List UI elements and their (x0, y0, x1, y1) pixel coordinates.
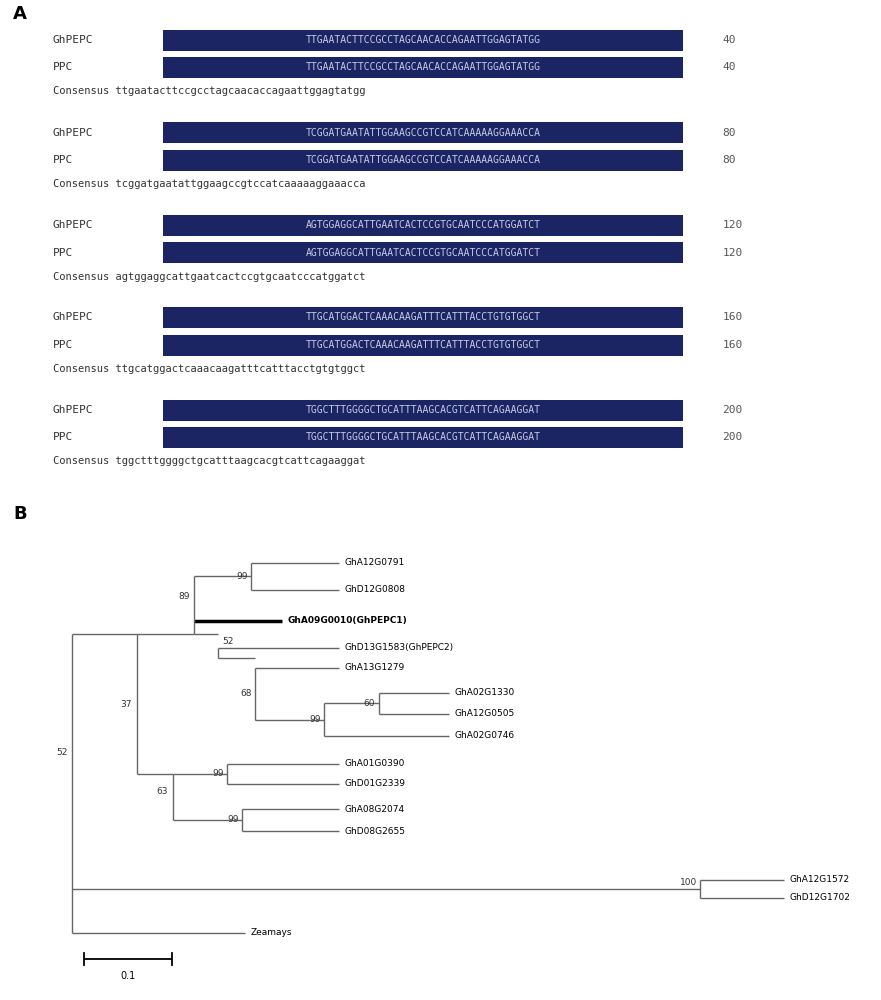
Text: Consensus agtggaggcattgaatcactccgtgcaatcccatggatct: Consensus agtggaggcattgaatcactccgtgcaatc… (53, 271, 366, 282)
Text: 52: 52 (222, 637, 233, 646)
Text: AGTGGAGGCATTGAATCACTCCGTGCAATCCCATGGATCT: AGTGGAGGCATTGAATCACTCCGTGCAATCCCATGGATCT (306, 247, 540, 257)
FancyBboxPatch shape (163, 242, 683, 263)
Text: GhA12G0505: GhA12G0505 (455, 709, 515, 718)
Text: 68: 68 (241, 689, 252, 698)
Text: 99: 99 (309, 715, 321, 724)
Text: GhD12G1702: GhD12G1702 (789, 893, 850, 902)
Text: 99: 99 (212, 770, 224, 778)
Text: TTGAATACTTCCGCCTAGCAACACCAGAATTGGAGTATGG: TTGAATACTTCCGCCTAGCAACACCAGAATTGGAGTATGG (306, 35, 540, 45)
Text: GhA09G0010(GhPEPC1): GhA09G0010(GhPEPC1) (287, 616, 407, 626)
Text: 89: 89 (179, 592, 190, 601)
FancyBboxPatch shape (163, 307, 683, 328)
Text: 99: 99 (236, 572, 248, 581)
FancyBboxPatch shape (163, 57, 683, 78)
Text: 99: 99 (227, 816, 239, 824)
Text: TGGCTTTGGGGCTGCATTTAAGCACGTCATTCAGAAGGAT: TGGCTTTGGGGCTGCATTTAAGCACGTCATTCAGAAGGAT (306, 432, 540, 442)
Text: 63: 63 (157, 788, 168, 796)
Text: PPC: PPC (53, 432, 73, 442)
Text: GhD08G2655: GhD08G2655 (344, 826, 405, 836)
Text: GhA12G0791: GhA12G0791 (344, 558, 404, 567)
FancyBboxPatch shape (163, 215, 683, 236)
FancyBboxPatch shape (163, 400, 683, 421)
Text: 80: 80 (722, 127, 736, 137)
Text: PPC: PPC (53, 340, 73, 350)
Text: PPC: PPC (53, 247, 73, 257)
Text: GhD13G1583(GhPEPC2): GhD13G1583(GhPEPC2) (344, 643, 454, 652)
Text: 0.1: 0.1 (120, 971, 136, 981)
Text: GhD01G2339: GhD01G2339 (344, 780, 405, 788)
Text: 200: 200 (722, 405, 743, 415)
FancyBboxPatch shape (163, 30, 683, 51)
Text: 80: 80 (722, 155, 736, 165)
Text: B: B (13, 505, 26, 523)
FancyBboxPatch shape (163, 427, 683, 448)
Text: Zeamays: Zeamays (250, 928, 292, 937)
Text: TCGGATGAATATTGGAAGCCGTCCATCAAAAAGGAAACCA: TCGGATGAATATTGGAAGCCGTCCATCAAAAAGGAAACCA (306, 155, 540, 165)
Text: 120: 120 (722, 220, 743, 230)
FancyBboxPatch shape (163, 335, 683, 356)
Text: 52: 52 (56, 748, 68, 757)
Text: TGGCTTTGGGGCTGCATTTAAGCACGTCATTCAGAAGGAT: TGGCTTTGGGGCTGCATTTAAGCACGTCATTCAGAAGGAT (306, 405, 540, 415)
Text: TTGCATGGACTCAAACAAGATTTCATTTACCTGTGTGGCT: TTGCATGGACTCAAACAAGATTTCATTTACCTGTGTGGCT (306, 340, 540, 350)
Text: GhA02G0746: GhA02G0746 (455, 732, 515, 740)
Text: PPC: PPC (53, 62, 73, 73)
Text: 40: 40 (722, 62, 736, 73)
Text: TTGAATACTTCCGCCTAGCAACACCAGAATTGGAGTATGG: TTGAATACTTCCGCCTAGCAACACCAGAATTGGAGTATGG (306, 62, 540, 73)
Text: Consensus tcggatgaatattggaagccgtccatcaaaaaggaaacca: Consensus tcggatgaatattggaagccgtccatcaaa… (53, 179, 366, 189)
Text: GhA08G2074: GhA08G2074 (344, 804, 404, 814)
Text: GhPEPC: GhPEPC (53, 127, 93, 137)
Text: TTGCATGGACTCAAACAAGATTTCATTTACCTGTGTGGCT: TTGCATGGACTCAAACAAGATTTCATTTACCTGTGTGGCT (306, 312, 540, 322)
Text: PPC: PPC (53, 155, 73, 165)
Text: GhPEPC: GhPEPC (53, 405, 93, 415)
Text: A: A (13, 5, 27, 23)
Text: AGTGGAGGCATTGAATCACTCCGTGCAATCCCATGGATCT: AGTGGAGGCATTGAATCACTCCGTGCAATCCCATGGATCT (306, 220, 540, 230)
Text: GhA02G1330: GhA02G1330 (455, 688, 515, 697)
Text: 60: 60 (364, 698, 375, 708)
Text: GhPEPC: GhPEPC (53, 312, 93, 322)
Text: GhA13G1279: GhA13G1279 (344, 663, 404, 672)
Text: GhA01G0390: GhA01G0390 (344, 760, 405, 768)
Text: 37: 37 (121, 700, 132, 709)
Text: 200: 200 (722, 432, 743, 442)
Text: GhPEPC: GhPEPC (53, 35, 93, 45)
Text: TCGGATGAATATTGGAAGCCGTCCATCAAAAAGGAAACCA: TCGGATGAATATTGGAAGCCGTCCATCAAAAAGGAAACCA (306, 127, 540, 137)
Text: GhA12G1572: GhA12G1572 (789, 876, 849, 884)
FancyBboxPatch shape (163, 150, 683, 171)
Text: Consensus ttgaatacttccgcctagcaacaccagaattggagtatgg: Consensus ttgaatacttccgcctagcaacaccagaat… (53, 87, 366, 97)
Text: 160: 160 (722, 340, 743, 350)
Text: Consensus ttgcatggactcaaacaagatttcatttacctgtgtggct: Consensus ttgcatggactcaaacaagatttcatttac… (53, 364, 366, 374)
Text: 120: 120 (722, 247, 743, 257)
Text: Consensus tggctttggggctgcatttaagcacgtcattcagaaggat: Consensus tggctttggggctgcatttaagcacgtcat… (53, 456, 366, 466)
Text: 160: 160 (722, 312, 743, 322)
Text: 100: 100 (679, 878, 697, 887)
FancyBboxPatch shape (163, 122, 683, 143)
Text: 40: 40 (722, 35, 736, 45)
Text: GhPEPC: GhPEPC (53, 220, 93, 230)
Text: GhD12G0808: GhD12G0808 (344, 585, 405, 594)
